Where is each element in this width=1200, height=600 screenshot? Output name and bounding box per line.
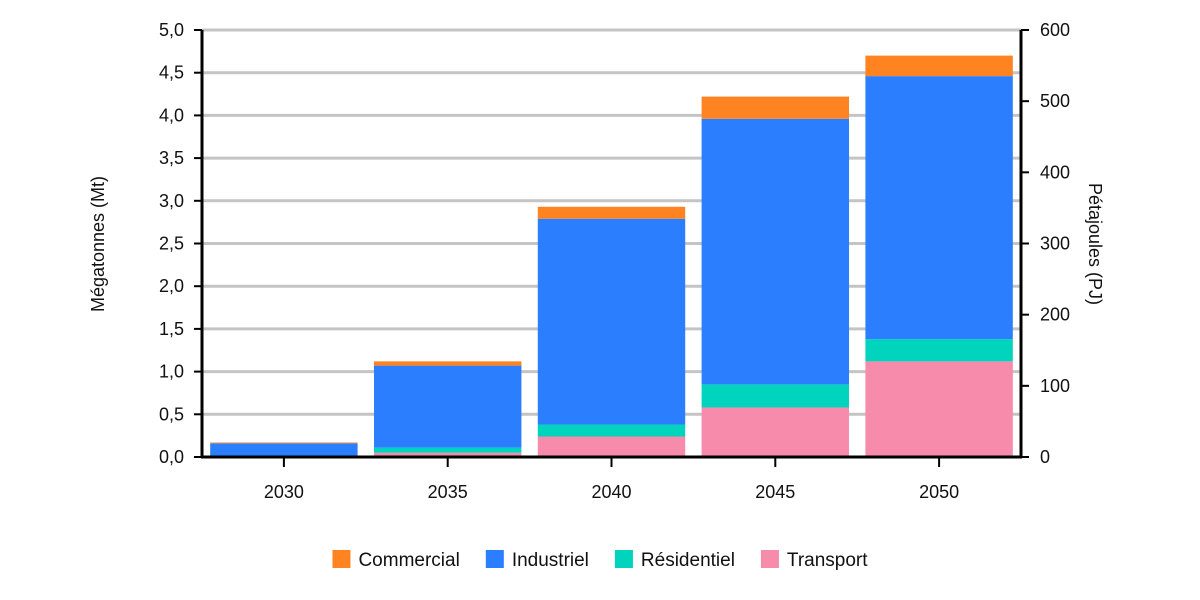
- y-tick-label: 3,5: [159, 148, 184, 168]
- y-tick-label: 5,0: [159, 20, 184, 40]
- y-tick-label: 0,5: [159, 404, 184, 424]
- y2-tick-label: 300: [1040, 234, 1070, 254]
- bar-commercial-2030: [210, 442, 358, 444]
- legend: Commercial Industriel Résidentiel Transport: [332, 550, 868, 571]
- y-tick-label: 4,0: [159, 105, 184, 125]
- y-tick-label: 2,0: [159, 276, 184, 296]
- bar-industriel-2050: [865, 76, 1013, 340]
- y-tick-label: 2,5: [159, 234, 184, 254]
- x-tick-label: 2035: [428, 482, 468, 502]
- bar-commercial-2045: [701, 96, 850, 119]
- bar-commercial-2040: [537, 206, 686, 219]
- bar-r-sidentiel-2040: [537, 424, 686, 437]
- x-tick-label: 2045: [755, 482, 795, 502]
- y-tick-label: 4,5: [159, 63, 184, 83]
- y-tick-label: 0,0: [159, 447, 184, 467]
- y2-tick-label: 200: [1040, 305, 1070, 325]
- bar-commercial-2050: [865, 55, 1013, 77]
- bar-r-sidentiel-2035: [373, 447, 522, 453]
- y2-tick-label: 500: [1040, 91, 1070, 111]
- legend-swatch-r-sidentiel: [614, 550, 633, 568]
- bar-industriel-2030: [210, 443, 358, 457]
- legend-label-commercial: Commercial: [358, 550, 459, 571]
- bar-transport-2050: [865, 361, 1013, 457]
- legend-label-r-sidentiel: Résidentiel: [641, 550, 735, 571]
- x-tick-label: 2030: [264, 482, 304, 502]
- bar-r-sidentiel-2050: [865, 339, 1013, 362]
- x-tick-label: 2040: [591, 482, 631, 502]
- y2-axis-title: Pétajoules (PJ): [1085, 183, 1105, 305]
- bar-industriel-2040: [537, 218, 686, 425]
- bars: [210, 55, 1013, 457]
- axes: 0,0 0,5 1,0 1,5 2,0 2,5 3,0 3,5 4,0 4,5 5,0 0 100 200…: [159, 20, 1070, 502]
- legend-swatch-transport: [760, 550, 779, 568]
- bar-industriel-2045: [701, 118, 850, 385]
- legend-swatch-industriel: [485, 550, 504, 568]
- bar-transport-2045: [701, 407, 850, 457]
- bar-commercial-2035: [373, 361, 522, 366]
- y-axis-title: Mégatonnes (Mt): [88, 176, 108, 312]
- bar-r-sidentiel-2045: [701, 384, 850, 408]
- legend-swatch-commercial: [332, 550, 351, 568]
- legend-label-industriel: Industriel: [512, 550, 589, 571]
- y2-tick-label: 0: [1040, 447, 1050, 467]
- bar-transport-2035: [373, 452, 522, 457]
- y2-tick-label: 600: [1040, 20, 1070, 40]
- legend-label-transport: Transport: [787, 550, 868, 571]
- y-tick-label: 1,5: [159, 319, 184, 339]
- y2-tick-label: 400: [1040, 162, 1070, 182]
- bar-transport-2040: [537, 436, 686, 457]
- x-tick-label: 2050: [919, 482, 959, 502]
- y-tick-label: 1,0: [159, 362, 184, 382]
- y-tick-label: 3,0: [159, 191, 184, 211]
- y2-tick-label: 100: [1040, 376, 1070, 396]
- bar-industriel-2035: [373, 365, 522, 448]
